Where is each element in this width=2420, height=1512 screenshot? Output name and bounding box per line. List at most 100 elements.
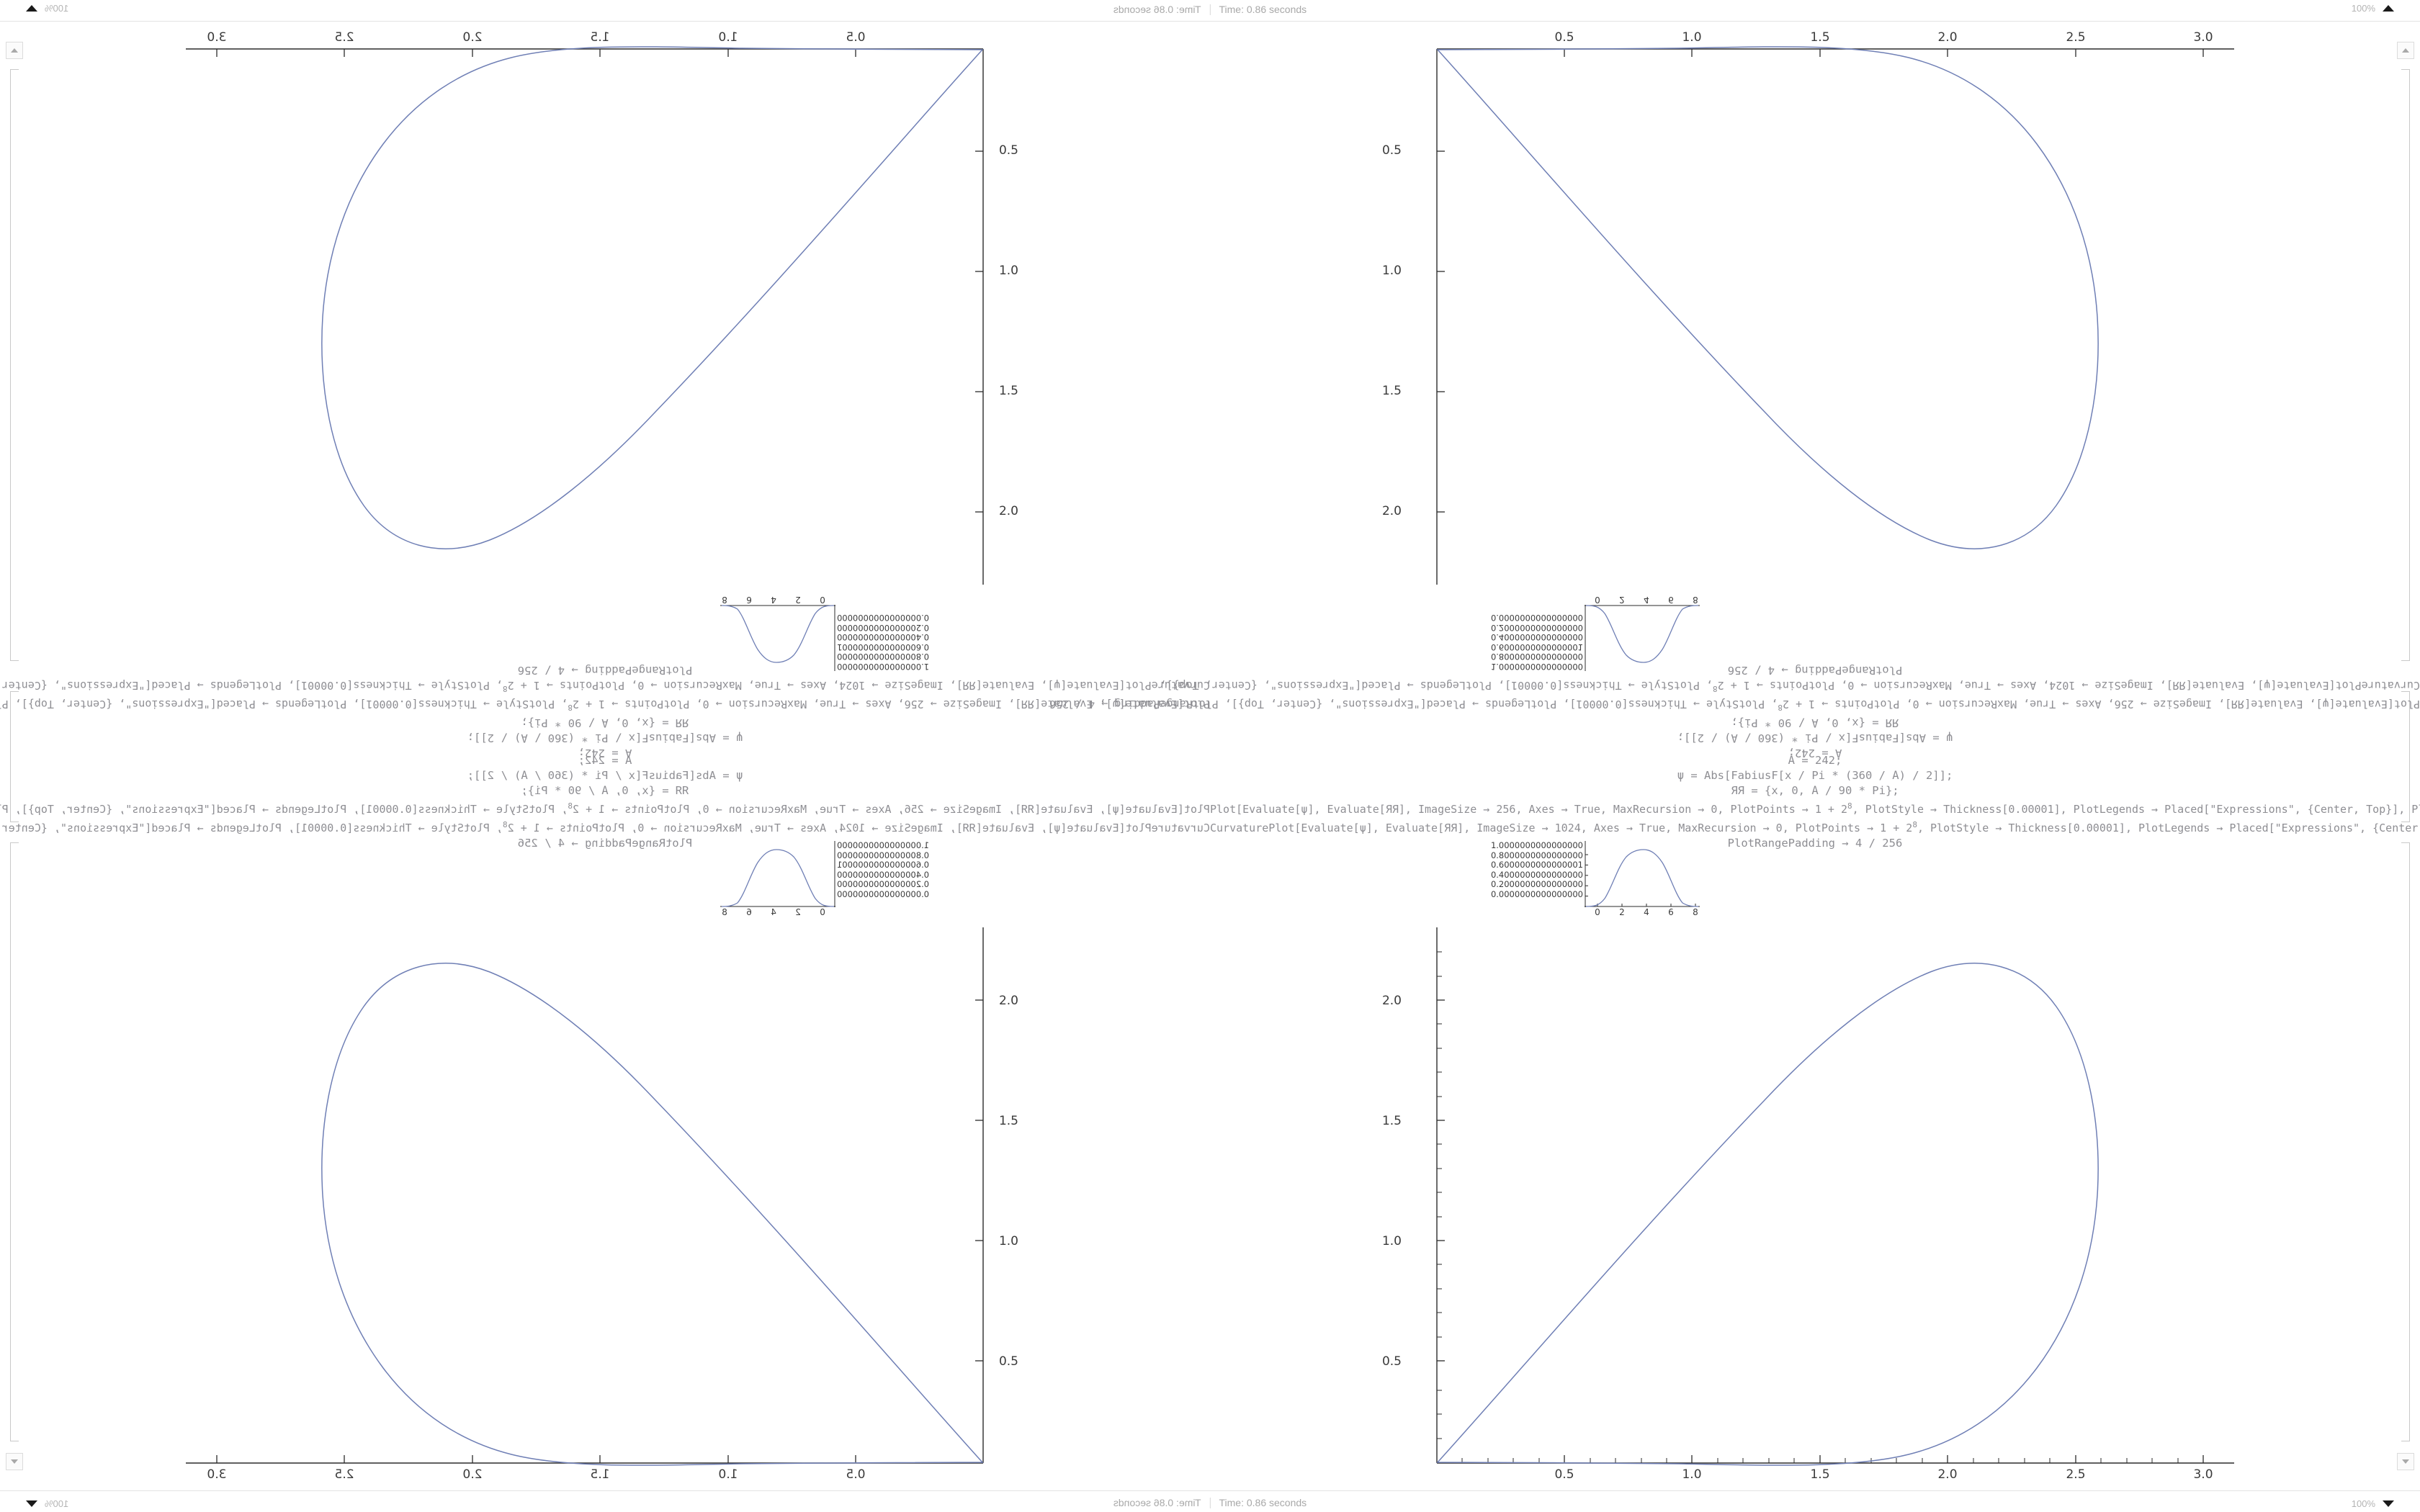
code-exponent: 8 — [503, 684, 508, 693]
legend-y-label: 0.0000000000000000 — [837, 888, 930, 899]
legend-y-label: 0.8000000000000000 — [1490, 652, 1583, 662]
notebook-page: 1.0000000000000000 0.8000000000000000 0.… — [1210, 756, 2420, 1501]
legend-y-label: 0.4000000000000000 — [1490, 869, 1583, 880]
code-seg: , PlotStyle → Thickness[0.00001], PlotLe… — [1917, 822, 2420, 834]
scroll-down-button[interactable] — [6, 1453, 23, 1470]
code-line: PlotRangePadding → 4 / 256 — [517, 837, 693, 850]
y-tick-label: 0.5 — [998, 143, 1018, 158]
legend-y-label: 0.6000000000000001 — [1490, 860, 1583, 870]
input-cell-mirrored[interactable]: Α = 242; ψ = Abs[FabiusF[x / Pi * (360 /… — [1049, 662, 2420, 760]
legend-y-label: 0.2000000000000000 — [1490, 622, 1583, 633]
legend-x-label: 2 — [795, 907, 801, 917]
legend-x-label: 6 — [746, 595, 752, 605]
legend-y-label: 0.6000000000000001 — [1490, 642, 1583, 652]
code-line: ψ = Abs[FabiusF[x / Pi * (360 / Α) / 2]]… — [467, 732, 743, 744]
cell-bracket[interactable] — [2401, 842, 2410, 1441]
code-line: ψ = Abs[FabiusF[x / Pi * (360 / Α) / 2]]… — [1677, 769, 1953, 782]
curve-path — [1436, 963, 2099, 1466]
legend-x-label: 0 — [820, 907, 825, 917]
legend-x-label: 4 — [1644, 907, 1649, 917]
legend-inset-plot: 1.0000000000000000 0.8000000000000000 0.… — [720, 840, 929, 917]
x-tick-label: 1.0 — [1682, 1467, 1702, 1482]
cell-bracket[interactable] — [10, 842, 19, 1441]
x-tick-label: 2.0 — [462, 1467, 483, 1482]
y-tick-label: 1.0 — [998, 264, 1018, 278]
code-line: Plot[Evaluate[ψ], Evaluate[ЯЯ], ImageSiz… — [1049, 696, 2420, 715]
cell-bracket[interactable] — [10, 69, 19, 661]
code-line: ЯЯ = {x, 0, Α / 90 * Pi}; — [521, 716, 689, 729]
top-divider — [0, 21, 2420, 22]
legend-inset-plot: 1.0000000000000000 0.8000000000000000 0.… — [720, 595, 929, 672]
legend-y-label: 0.2000000000000000 — [1490, 879, 1583, 890]
x-tick-label: 0.5 — [1554, 30, 1574, 45]
zoom-level-label: 100% — [2351, 1498, 2375, 1509]
legend-y-label: 0.2000000000000000 — [837, 879, 930, 890]
code-line: PlotRangePadding → 4 / 256 — [1727, 664, 1903, 677]
legend-x-label: 0 — [1595, 907, 1600, 917]
chevron-up-icon[interactable] — [26, 1500, 37, 1507]
code-exponent: 8 — [1713, 684, 1718, 693]
legend-curve — [1585, 841, 1700, 907]
legend-x-label: 8 — [1693, 907, 1698, 917]
cell-bracket[interactable] — [2401, 691, 2410, 822]
code-line: CurvaturePlot[Evaluate[ψ], Evaluate[ЯЯ],… — [0, 678, 1210, 696]
code-line: ЯЯ = {x, 0, Α / 90 * Pi}; — [1731, 716, 1899, 729]
scroll-up-button-right[interactable] — [2397, 42, 2414, 59]
y-tick-label: 1.5 — [1381, 1114, 1402, 1128]
legend-y-tick-labels: 1.0000000000000000 0.8000000000000000 0.… — [1490, 840, 1585, 900]
chevron-up-icon[interactable] — [2383, 1500, 2394, 1507]
code-exponent: 8 — [1912, 820, 1917, 829]
code-line: CurvaturePlot[Evaluate[ψ], Evaluate[ЯЯ],… — [1160, 678, 2420, 696]
bottom-divider — [0, 1490, 2420, 1491]
curvature-plot[interactable]: 0.5 1.0 1.5 2.0 0.5 1.0 1.5 2.0 2.5 3.0 — [180, 922, 1018, 1490]
code-line: CurvaturePlot[Evaluate[ψ], Evaluate[ЯЯ],… — [0, 817, 1210, 836]
curve-path — [321, 46, 984, 549]
curvature-plot[interactable]: 0.5 1.0 1.5 2.0 0.5 1.0 1.5 2.0 2.5 3.0 — [180, 22, 1018, 590]
zoom-control-top-right[interactable]: 100% — [2352, 3, 2394, 14]
x-tick-label: 1.5 — [1810, 1467, 1830, 1482]
code-seg: Plot[Evaluate[ψ], Evaluate[ЯЯ], ImageSiz… — [1210, 803, 1848, 816]
y-tick-label: 0.5 — [1381, 143, 1402, 158]
y-tick-label: 0.5 — [1381, 1354, 1402, 1369]
cell-bracket[interactable] — [2401, 69, 2410, 661]
input-cell[interactable]: Α = 242; ψ = Abs[FabiusF[x / Pi * (360 /… — [1210, 753, 2420, 851]
scroll-down-button-right[interactable] — [2397, 1453, 2414, 1470]
notebook-quadrant-bottom-right: 1.0000000000000000 0.8000000000000000 0.… — [1210, 756, 2420, 1501]
notebook-quadrant-bottom-left: 1.0000000000000000 0.8000000000000000 0.… — [0, 756, 1210, 1501]
code-seg: , PlotStyle → Thickness[0.00001], PlotLe… — [1852, 803, 2420, 816]
code-seg: , PlotStyle → Thickness[0.00001], PlotLe… — [0, 698, 568, 711]
code-line: Α = 242; — [578, 754, 632, 767]
cell-bracket[interactable] — [10, 691, 19, 822]
code-seg: Plot[Evaluate[ψ], Evaluate[ЯЯ], ImageSiz… — [572, 698, 1210, 711]
x-tick-label: 2.5 — [334, 1467, 354, 1482]
input-cell-left[interactable]: Α = 242; ψ = Abs[FabiusF[x / Pi * (360 /… — [0, 753, 1210, 851]
x-tick-label: 0.5 — [846, 1467, 866, 1482]
code-seg: , PlotStyle → Thickness[0.00001], PlotLe… — [0, 822, 503, 834]
code-exponent: 8 — [1778, 703, 1783, 712]
legend-x-label: 2 — [795, 595, 801, 605]
code-line: CurvaturePlot[Evaluate[ψ], Evaluate[ЯЯ],… — [1210, 817, 2420, 836]
x-tick-label: 1.5 — [590, 30, 610, 45]
zoom-control-bottom-right[interactable]: 100% — [2352, 1498, 2394, 1509]
status-separator — [1209, 1497, 1211, 1508]
code-line: ψ = Abs[FabiusF[x / Pi * (360 / Α) / 2]]… — [1677, 732, 1953, 744]
code-exponent: 8 — [568, 801, 573, 811]
legend-x-label: 2 — [1619, 595, 1625, 605]
legend-x-label: 8 — [722, 595, 727, 605]
legend-x-label: 0 — [1595, 595, 1600, 605]
input-cell-mirrored-left[interactable]: Α = 242; ψ = Abs[FabiusF[x / Pi * (360 /… — [0, 662, 1210, 760]
y-tick-label: 1.5 — [998, 1114, 1018, 1128]
curvature-plot[interactable]: 0.5 1.0 1.5 2.0 0.5 1.0 1.5 2.0 2.5 3.0 — [1382, 22, 2240, 590]
code-line: Plot[Evaluate[ψ], Evaluate[ЯЯ], ImageSiz… — [1210, 798, 2420, 817]
notebook-page-mirrored-xy: 1.0000000000000000 0.8000000000000000 0.… — [0, 11, 1210, 756]
code-line: ψ = Abs[FabiusF[x / Pi * (360 / Α) / 2]]… — [467, 769, 743, 782]
status-separator — [1209, 4, 1211, 15]
y-tick-label: 1.5 — [998, 384, 1018, 398]
y-tick-label: 2.0 — [1381, 994, 1402, 1008]
status-time: Time: 0.86 seconds — [1219, 4, 1307, 15]
status-time-top: Time: 0.86 seconds Time: 0.86 seconds — [1113, 4, 1307, 15]
curvature-plot[interactable]: 0.5 1.0 1.5 2.0 0.5 1.0 1.5 2.0 2.5 3.0 — [1382, 922, 2240, 1490]
code-exponent: 8 — [568, 703, 573, 712]
legend-y-label: 0.6000000000000001 — [837, 860, 930, 870]
scroll-up-button[interactable] — [6, 42, 23, 59]
